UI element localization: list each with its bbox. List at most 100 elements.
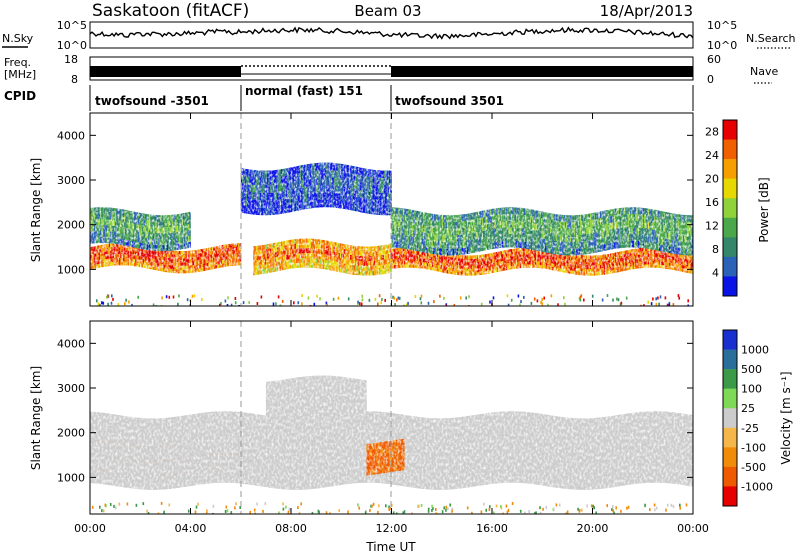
power-cell	[490, 263, 493, 267]
power-cell	[420, 261, 423, 266]
power-cell	[484, 257, 487, 261]
power-cell	[345, 259, 347, 264]
power-cell	[444, 259, 446, 263]
power-cell	[625, 267, 627, 271]
power-cell	[270, 248, 273, 253]
power-cell	[411, 250, 414, 255]
power-cell	[350, 180, 352, 188]
power-cell	[667, 259, 670, 263]
power-cell	[392, 214, 395, 221]
power-cell	[512, 234, 514, 241]
power-cell	[278, 246, 281, 252]
power-cell	[169, 268, 171, 273]
power-cell	[323, 170, 326, 178]
power-cell	[132, 235, 135, 242]
power-cell	[122, 227, 125, 234]
power-cell	[323, 199, 326, 208]
power-cell	[274, 184, 277, 193]
power-cell	[264, 249, 267, 255]
power-cell	[93, 253, 96, 258]
power-cell	[147, 238, 150, 245]
power-cell	[435, 214, 438, 222]
power-cell	[286, 259, 288, 265]
power-cell	[301, 187, 303, 195]
power-cell	[590, 265, 592, 269]
power-cell	[505, 250, 508, 254]
power-cell	[554, 264, 557, 268]
power-cell	[502, 221, 504, 228]
power-cell	[284, 255, 287, 260]
power-cell	[215, 264, 218, 269]
power-cell	[171, 238, 174, 245]
power-cell	[449, 242, 451, 249]
power-cell	[184, 224, 186, 231]
power-cell	[554, 234, 557, 241]
power-cell	[370, 191, 372, 200]
power-cell	[157, 252, 160, 256]
power-cell	[612, 263, 615, 267]
power-cell	[581, 265, 583, 269]
power-cell	[397, 261, 400, 265]
power-cell	[303, 164, 306, 173]
power-cell	[543, 255, 546, 259]
power-cell	[395, 261, 397, 265]
power-cell	[514, 248, 517, 252]
power-cell	[612, 259, 615, 264]
power-cell	[417, 251, 420, 255]
power-cell	[264, 178, 267, 186]
power-cell	[395, 207, 397, 215]
power-cell	[286, 183, 288, 191]
power-cell	[319, 185, 322, 193]
power-cell	[243, 205, 245, 214]
power-cell	[582, 214, 585, 222]
power-cell	[186, 269, 189, 274]
power-cell	[445, 222, 448, 229]
power-cell	[165, 239, 168, 246]
power-cell	[396, 221, 399, 228]
power-cell	[184, 262, 186, 266]
power-cell	[424, 232, 426, 240]
power-cell	[523, 247, 526, 251]
power-cell	[257, 192, 259, 201]
power-cell	[301, 238, 303, 244]
power-cell	[142, 252, 145, 257]
power-cell	[564, 221, 567, 229]
power-cell	[559, 255, 562, 259]
power-cell	[260, 170, 263, 178]
power-cell	[449, 270, 451, 274]
power-cell	[375, 255, 377, 261]
power-cell	[448, 215, 450, 222]
power-cell	[336, 178, 338, 186]
power-cell	[443, 215, 445, 222]
power-cell	[189, 258, 191, 262]
power-cell	[375, 170, 377, 178]
power-cell	[415, 230, 418, 238]
power-cell	[543, 212, 546, 219]
power-cell	[435, 254, 438, 258]
power-cell	[504, 227, 507, 235]
power-cell	[676, 260, 679, 265]
power-cell	[567, 263, 570, 267]
power-cell	[263, 178, 266, 186]
power-cell	[474, 232, 477, 240]
power-cell	[142, 219, 145, 226]
power-cell	[228, 262, 230, 267]
power-cell	[587, 258, 590, 263]
power-cell	[312, 178, 315, 186]
power-cell	[196, 257, 199, 261]
power-cell	[534, 210, 537, 217]
power-cell	[278, 251, 281, 257]
power-cell	[427, 259, 430, 263]
power-cell	[470, 265, 473, 269]
power-cell	[686, 266, 689, 270]
power-cell	[161, 260, 164, 264]
power-cell	[108, 258, 111, 263]
power-cell	[642, 264, 645, 268]
power-cell	[346, 172, 348, 180]
power-cell	[135, 247, 137, 252]
power-cell	[488, 229, 490, 237]
power-cell	[404, 247, 406, 251]
power-cell	[600, 268, 602, 272]
power-cell	[140, 230, 142, 237]
power-cell	[515, 258, 518, 262]
